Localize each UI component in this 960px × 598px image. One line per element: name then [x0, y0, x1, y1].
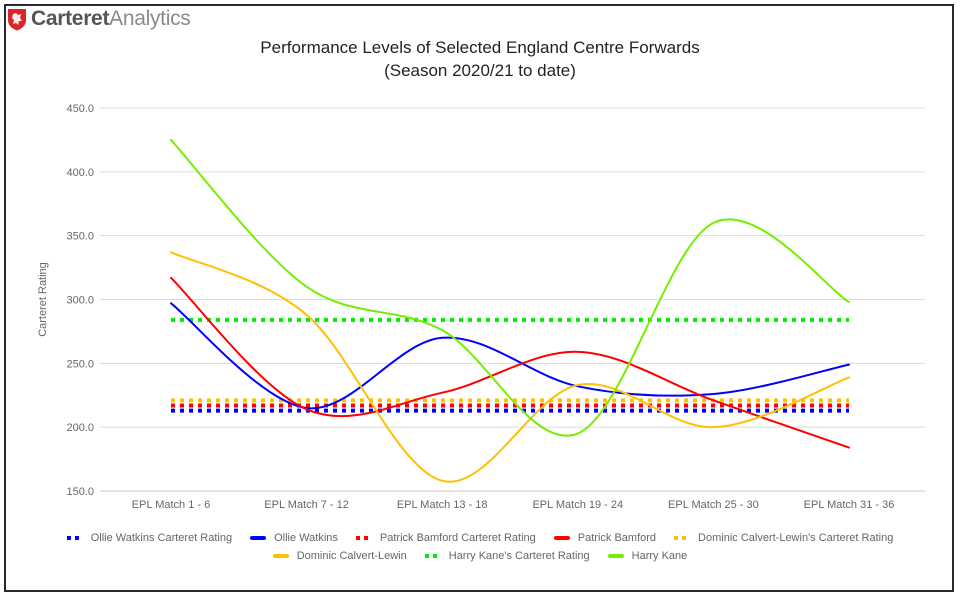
y-tick-label: 350.0: [66, 231, 94, 243]
legend-line-swatch-icon: [272, 554, 289, 558]
legend-dotted-swatch-icon: [355, 536, 372, 540]
x-tick-label: EPL Match 19 - 24: [532, 499, 623, 511]
x-tick-label: EPL Match 25 - 30: [668, 499, 759, 511]
legend-item-ollie-watkins-carteret-rating[interactable]: Ollie Watkins Carteret Rating: [66, 532, 233, 544]
legend-label: Ollie Watkins: [274, 532, 338, 544]
legend-row-2: Dominic Calvert-Lewin Harry Kane's Carter…: [0, 550, 960, 562]
legend-row-1: Ollie Watkins Carteret Rating Ollie Watki…: [0, 532, 960, 544]
legend-item-dominic-calvert-lewin[interactable]: Dominic Calvert-Lewin: [272, 550, 407, 562]
y-tick-label: 200.0: [66, 422, 94, 434]
legend-label: Harry Kane's Carteret Rating: [448, 550, 590, 562]
legend-line-swatch-icon: [553, 536, 570, 540]
legend-label: Harry Kane: [631, 550, 688, 562]
chart-subtitle: (Season 2020/21 to date): [384, 61, 576, 80]
legend-item-dominic-calvert-lewin-s-carteret-rating[interactable]: Dominic Calvert-Lewin's Carteret Rating: [674, 532, 893, 544]
x-tick-label: EPL Match 7 - 12: [264, 499, 349, 511]
legend-item-patrick-bamford[interactable]: Patrick Bamford: [553, 532, 657, 544]
series-line-harry-kane: [170, 138, 850, 437]
x-tick-label: EPL Match 31 - 36: [804, 499, 895, 511]
series-line-ollie-watkins: [170, 302, 850, 410]
chart-frame: [4, 4, 954, 592]
chart-title: Performance Levels of Selected England C…: [260, 38, 700, 57]
y-axis-label: Carteret Rating: [37, 262, 49, 337]
y-tick-label: 150.0: [66, 486, 94, 498]
x-tick-label: EPL Match 13 - 18: [397, 499, 488, 511]
legend-label: Patrick Bamford Carteret Rating: [379, 532, 536, 544]
y-tick-label: 250.0: [66, 358, 94, 370]
series-line-patrick-bamford: [170, 276, 850, 449]
brand-name-light: Analytics: [109, 7, 191, 30]
legend-dotted-swatch-icon: [674, 536, 690, 540]
x-tick-label: EPL Match 1 - 6: [132, 499, 210, 511]
legend-line-swatch-icon: [607, 554, 624, 558]
legend-item-harry-kane-s-carteret-rating[interactable]: Harry Kane's Carteret Rating: [424, 550, 590, 562]
series-line-dominic-calvert-lewin: [170, 251, 850, 483]
legend-item-ollie-watkins[interactable]: Ollie Watkins: [250, 532, 338, 544]
legend-dotted-swatch-icon: [424, 554, 441, 558]
legend-label: Dominic Calvert-Lewin's Carteret Rating: [698, 532, 894, 544]
legend-item-harry-kane[interactable]: Harry Kane: [607, 550, 688, 562]
legend-item-patrick-bamford-carteret-rating[interactable]: Patrick Bamford Carteret Rating: [355, 532, 536, 544]
legend-label: Dominic Calvert-Lewin: [296, 550, 407, 562]
legend-dotted-swatch-icon: [66, 536, 83, 540]
legend-label: Patrick Bamford: [577, 532, 657, 544]
legend-line-swatch-icon: [250, 536, 267, 540]
y-tick-label: 300.0: [66, 295, 94, 307]
y-tick-label: 450.0: [66, 103, 94, 115]
y-tick-label: 400.0: [66, 167, 94, 179]
shield-icon: [8, 8, 26, 30]
brand-name-bold: Carteret: [31, 7, 110, 30]
legend-label: Ollie Watkins Carteret Rating: [90, 532, 233, 544]
brand-logo: Carteret Analytics: [7, 6, 197, 32]
